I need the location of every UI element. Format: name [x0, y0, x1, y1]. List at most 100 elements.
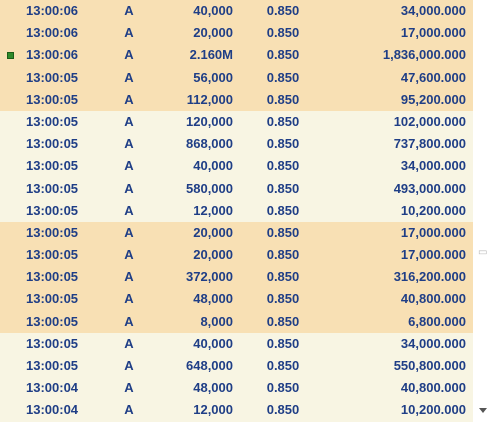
trade-price: 0.850: [266, 91, 300, 107]
trade-flag: A: [124, 358, 134, 373]
trade-flag: A: [124, 402, 134, 418]
trade-value: 316,200.000: [393, 269, 466, 285]
trade-price: 0.850: [266, 269, 300, 285]
scroll-grip-icon[interactable]: ▭: [478, 247, 488, 258]
trade-time: 13:00:05: [26, 158, 79, 174]
table-row[interactable]: 13:00:05 A 48,000 0.850 40,800.000: [0, 288, 473, 311]
table-row[interactable]: 13:00:04 A 48,000 0.850 40,800.000: [0, 377, 473, 400]
table-row[interactable]: 13:00:04 A 12,000 0.850 10,200.000: [0, 399, 473, 422]
table-row[interactable]: 13:00:05 A 120,000 0.850 102,000.000: [0, 110, 473, 134]
table-row[interactable]: 13:00:05 A 372,000 0.850 316,200.000: [0, 266, 473, 289]
table-row[interactable]: 13:00:05 A 580,000 0.850 493,000.000: [0, 177, 473, 200]
trade-volume: 40,000: [193, 335, 233, 351]
trade-flag: A: [124, 25, 134, 41]
trade-flag: A: [124, 291, 134, 307]
table-row[interactable]: 13:00:05 A 8,000 0.850 6,800.000: [0, 310, 473, 333]
trade-price: 0.850: [266, 202, 300, 218]
table-row[interactable]: 13:00:05 A 40,000 0.850 34,000.000: [0, 155, 473, 178]
table-row[interactable]: 13:00:06 A 40,000 0.850 34,000.000: [0, 0, 473, 23]
trade-flag: A: [124, 380, 134, 396]
trade-flag: A: [124, 3, 134, 18]
trade-price: 0.850: [266, 47, 300, 63]
trade-time: 13:00:04: [26, 402, 79, 418]
trade-flag: A: [124, 158, 134, 174]
table-row[interactable]: 13:00:05 A 112,000 0.850 95,200.000: [0, 88, 473, 111]
trade-value: 34,000.000: [400, 158, 466, 174]
trade-value: 47,600.000: [400, 69, 466, 85]
table-row[interactable]: 13:00:05 A 20,000 0.850 17,000.000: [0, 221, 473, 245]
trade-flag: A: [124, 335, 134, 351]
trade-price: 0.850: [266, 180, 300, 196]
trade-volume: 580,000: [186, 180, 233, 196]
trade-value: 10,200.000: [400, 202, 466, 218]
trade-value: 34,000.000: [400, 3, 466, 18]
table-row[interactable]: 13:00:05 A 40,000 0.850 34,000.000: [0, 332, 473, 355]
trade-volume: 20,000: [193, 25, 233, 41]
trade-price: 0.850: [266, 25, 300, 41]
trade-value: 10,200.000: [400, 402, 466, 418]
trade-flag: A: [124, 69, 134, 85]
trade-flag: A: [124, 202, 134, 218]
trade-flag: A: [124, 113, 134, 129]
trade-value: 34,000.000: [400, 335, 466, 351]
trade-time: 13:00:06: [26, 3, 79, 18]
table-row[interactable]: 13:00:06 A 20,000 0.850 17,000.000: [0, 22, 473, 45]
trade-price: 0.850: [266, 358, 300, 373]
vertical-scrollbar[interactable]: ▭: [473, 0, 493, 426]
trade-volume: 56,000: [193, 69, 233, 85]
trade-price: 0.850: [266, 3, 300, 18]
trade-price: 0.850: [266, 136, 300, 152]
trade-price: 0.850: [266, 402, 300, 418]
trade-value: 17,000.000: [400, 224, 466, 240]
trade-price: 0.850: [266, 313, 300, 329]
trade-volume: 20,000: [193, 224, 233, 240]
trade-volume: 48,000: [193, 380, 233, 396]
trade-time: 13:00:06: [26, 47, 79, 63]
trade-volume: 2.160M: [189, 47, 233, 63]
trade-flag: A: [124, 136, 134, 152]
trade-volume: 12,000: [193, 402, 233, 418]
trade-price: 0.850: [266, 247, 300, 263]
trade-value: 102,000.000: [393, 113, 466, 129]
trade-value: 550,800.000: [393, 358, 466, 373]
trade-volume: 20,000: [193, 247, 233, 263]
trade-flag: A: [124, 269, 134, 285]
trade-value: 95,200.000: [400, 91, 466, 107]
trade-value: 737,800.000: [393, 136, 466, 152]
table-row[interactable]: 13:00:05 A 648,000 0.850 550,800.000: [0, 355, 473, 378]
row-marker-icon: [7, 52, 14, 60]
trade-volume: 40,000: [193, 158, 233, 174]
trade-flag: A: [124, 47, 134, 63]
trade-time: 13:00:05: [26, 136, 79, 152]
trade-flag: A: [124, 180, 134, 196]
trade-time: 13:00:05: [26, 224, 79, 240]
trade-price: 0.850: [266, 158, 300, 174]
trade-volume: 8,000: [200, 313, 233, 329]
trade-value: 493,000.000: [393, 180, 466, 196]
trade-price: 0.850: [266, 291, 300, 307]
trade-flag: A: [124, 91, 134, 107]
scroll-down-arrow-icon[interactable]: [475, 404, 491, 418]
trade-value: 6,800.000: [408, 313, 466, 329]
trade-time: 13:00:05: [26, 291, 79, 307]
trade-time: 13:00:05: [26, 247, 79, 263]
trade-flag: A: [124, 247, 134, 263]
trade-volume: 48,000: [193, 291, 233, 307]
trade-time: 13:00:05: [26, 180, 79, 196]
trade-time: 13:00:05: [26, 91, 79, 107]
trade-flag: A: [124, 224, 134, 240]
table-row[interactable]: 13:00:05 A 20,000 0.850 17,000.000: [0, 244, 473, 267]
trade-price: 0.850: [266, 380, 300, 396]
trade-time: 13:00:04: [26, 380, 79, 396]
trade-value: 17,000.000: [400, 25, 466, 41]
trade-time: 13:00:06: [26, 25, 79, 41]
trade-price: 0.850: [266, 335, 300, 351]
table-row[interactable]: 13:00:05 A 12,000 0.850 10,200.000: [0, 199, 473, 222]
trade-list: 13:00:06 A 40,000 0.850 34,000.000 13:00:06 A 2…: [0, 0, 473, 422]
table-row[interactable]: 13:00:06 A 2.160M 0.850 1,836,000.000: [0, 44, 473, 67]
table-row[interactable]: 13:00:05 A 56,000 0.850 47,600.000: [0, 66, 473, 89]
trade-volume: 372,000: [186, 269, 233, 285]
table-row[interactable]: 13:00:05 A 868,000 0.850 737,800.000: [0, 133, 473, 156]
trade-time: 13:00:05: [26, 69, 79, 85]
